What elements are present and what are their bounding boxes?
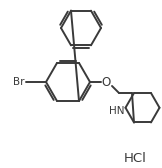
Text: HN: HN xyxy=(109,106,125,116)
Text: Br: Br xyxy=(13,77,25,87)
Text: O: O xyxy=(101,75,111,89)
Text: HCl: HCl xyxy=(124,152,146,164)
